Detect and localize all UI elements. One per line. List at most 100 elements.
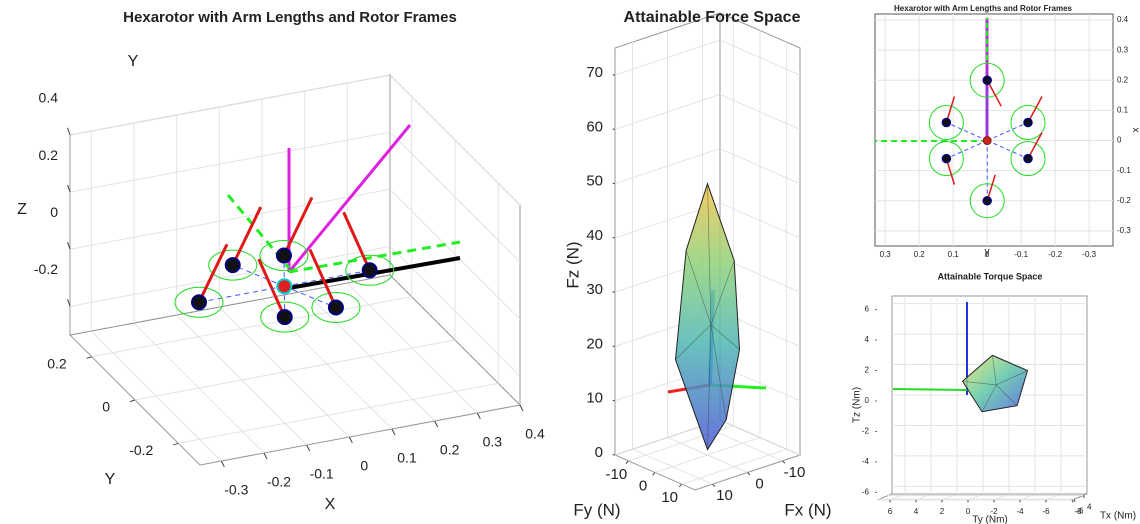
y-tick-label: 0.2 [1117, 75, 1129, 84]
chart-title: Hexarotor with Arm Lengths and Rotor Fra… [123, 9, 457, 26]
x-tick-label: 4 [1087, 503, 1092, 512]
y-tick-label: 0 [966, 507, 971, 516]
y-axis-label: x [1131, 128, 1140, 133]
z-tick-label: -0.2 [34, 261, 58, 277]
y-tick-label: 10 [661, 489, 678, 506]
tick-mark [653, 473, 655, 476]
tick-mark [173, 443, 178, 445]
x-axis-label: Fx (N) [784, 500, 831, 519]
rotor [983, 197, 991, 205]
z-axis-label: Tz (Nm) [852, 387, 863, 423]
z-tick-label: 70 [586, 64, 603, 81]
x-tick-label: 0 [360, 458, 368, 474]
z-tick-label: 0.4 [39, 90, 59, 106]
frame-axis [893, 389, 967, 390]
z-tick-label: -6 [862, 487, 870, 496]
x-tick-label: 0.2 [914, 250, 926, 259]
z-tick-label: 2 [865, 366, 870, 375]
z-tick-label: 6 [865, 305, 870, 314]
tick-mark [221, 461, 224, 467]
y-tick-label: 0.1 [1117, 106, 1129, 115]
rotor [226, 258, 240, 272]
rotor [363, 263, 377, 277]
tick-mark [1072, 500, 1073, 502]
y-tick-label: 0.3 [1117, 45, 1129, 54]
rotor [983, 76, 991, 84]
tick-mark [626, 461, 628, 464]
rotor [942, 118, 950, 126]
z-tick-label: 0 [50, 204, 58, 220]
z-tick-label: 50 [586, 173, 603, 190]
y-axis-label: Ty (Nm) [972, 515, 1008, 524]
y-tick-label: 0.2 [47, 355, 67, 371]
y-tick-label: -0.3 [1117, 226, 1131, 235]
x-tick-label: 0 [755, 475, 763, 492]
annotation: Y [128, 53, 139, 70]
tick-mark [87, 357, 92, 359]
tick-mark [349, 437, 352, 443]
y-tick-label: -0.2 [1117, 196, 1131, 205]
y-tick-label: 2 [940, 507, 945, 516]
x-tick-label: -0.2 [1048, 250, 1062, 259]
y-tick-label: -10 [605, 466, 627, 483]
x-tick-label: -0.1 [310, 466, 334, 482]
y-tick-label: 4 [914, 507, 919, 516]
x-tick-label: -0.2 [267, 474, 291, 490]
x-tick-label: 0.3 [880, 250, 892, 259]
center [983, 137, 991, 145]
y-tick-label: 0 [102, 399, 110, 415]
tick-mark [477, 413, 480, 419]
x-tick-label: -0.3 [1082, 250, 1096, 259]
rotor [278, 310, 292, 324]
chart-title: Hexarotor with Arm Lengths and Rotor Fra… [894, 4, 1073, 13]
chart-title: Attainable Force Space [624, 9, 801, 26]
x-axis-label: Tx (Nm) [1100, 511, 1136, 522]
y-tick-label: 6 [888, 507, 893, 516]
y-axis-label: Y [105, 471, 116, 488]
tick-mark [435, 421, 438, 427]
y-tick-label: -0.1 [1117, 166, 1131, 175]
tick-mark [748, 473, 750, 475]
z-axis-label: Z [17, 201, 27, 218]
x-tick-label: 0.4 [525, 426, 545, 442]
z-tick-label: 10 [586, 390, 603, 407]
tick-mark [68, 128, 70, 135]
plot-area [875, 14, 1113, 246]
center [277, 279, 291, 293]
x-tick-label: 0.1 [948, 250, 960, 259]
chart-title: Attainable Torque Space [938, 271, 1043, 281]
x-tick-label: 0.1 [397, 450, 417, 466]
y-tick-label: 0 [1117, 136, 1122, 145]
rotor [942, 155, 950, 163]
tick-mark [520, 405, 523, 411]
tick-mark [1074, 499, 1075, 501]
z-tick-label: 60 [586, 118, 603, 135]
tick-mark [307, 445, 310, 451]
tick-mark [264, 453, 267, 459]
x-tick-label: 0.2 [440, 442, 460, 458]
y-axis-label: Fy (N) [573, 500, 620, 519]
rotor [277, 248, 291, 262]
z-tick-label: -4 [862, 457, 870, 466]
z-axis-label: Fz (N) [563, 241, 582, 288]
tick-mark [713, 484, 715, 486]
y-tick-label: 0.4 [1117, 15, 1129, 24]
y-tick-label: -4 [1016, 507, 1024, 516]
tick-mark [1083, 496, 1084, 498]
x-axis-label: X [325, 496, 336, 513]
y-tick-label: -6 [1042, 507, 1050, 516]
rotor [329, 300, 343, 314]
z-tick-label: 4 [865, 335, 870, 344]
y-tick-label: -0.2 [129, 442, 153, 458]
x-tick-label: -0.3 [224, 482, 248, 498]
rotor [192, 295, 206, 309]
y-tick-label: 0 [639, 477, 647, 494]
tick-mark [130, 400, 135, 402]
tick-mark [679, 484, 681, 487]
z-tick-label: 30 [586, 281, 603, 298]
z-tick-label: 0 [865, 396, 870, 405]
z-tick-label: 40 [586, 227, 603, 244]
x-tick-label: 0.3 [483, 434, 503, 450]
z-tick-label: -2 [862, 427, 870, 436]
z-tick-label: 20 [586, 335, 603, 352]
